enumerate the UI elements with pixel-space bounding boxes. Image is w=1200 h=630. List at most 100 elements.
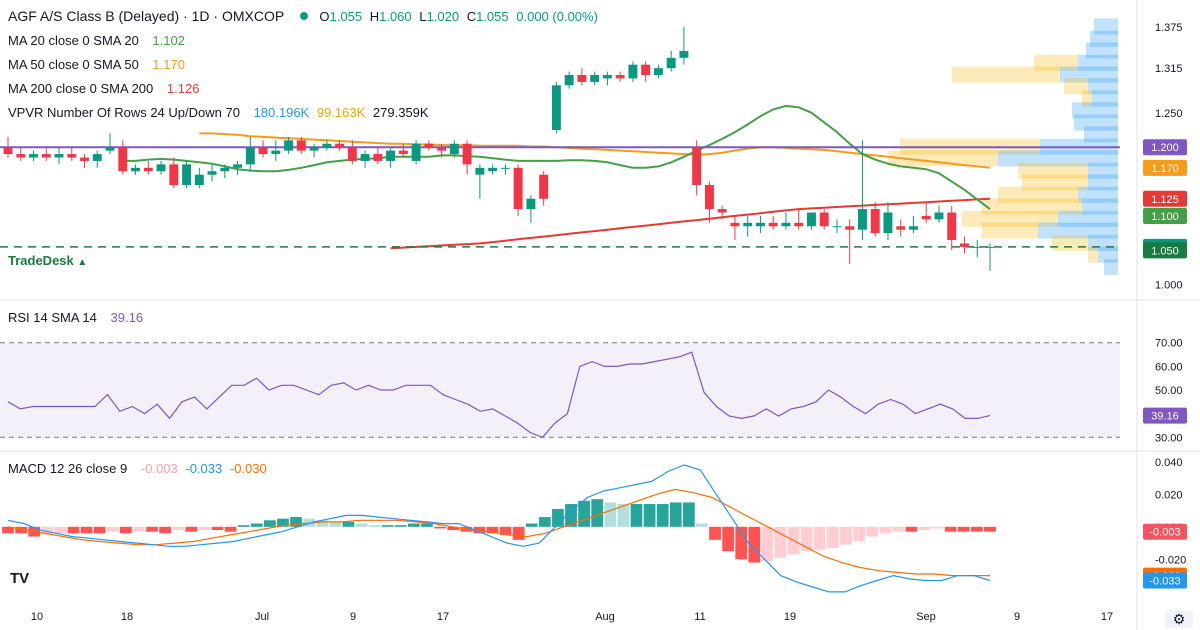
candle-body bbox=[500, 167, 510, 169]
ma20-line bbox=[122, 104, 991, 210]
rsi-value-tag bbox=[1143, 407, 1187, 424]
candle-body bbox=[590, 75, 600, 82]
macd-histogram-bar bbox=[224, 526, 237, 532]
candle-body bbox=[794, 222, 804, 227]
candle-body bbox=[16, 154, 26, 158]
rsi-legend[interactable]: RSI 14 SMA 14 39.16 bbox=[8, 310, 147, 326]
candle-body bbox=[41, 154, 51, 158]
volume-profile-up-bar bbox=[1072, 102, 1118, 119]
settings-gear-icon: ⚙ bbox=[1173, 611, 1186, 627]
macd-histogram-bar bbox=[643, 504, 656, 527]
macd-histogram-bar bbox=[263, 520, 276, 527]
candle-body bbox=[373, 154, 383, 161]
candle-body bbox=[347, 147, 357, 161]
vpvr-legend[interactable]: VPVR Number Of Rows 24 Up/Down 70 180.19… bbox=[8, 105, 433, 121]
volume-profile-up-bar bbox=[1078, 186, 1118, 203]
market-status-dot bbox=[299, 12, 308, 20]
time-axis-tick-label: 10 bbox=[31, 611, 43, 623]
macd-histogram-bar bbox=[408, 523, 420, 527]
volume-profile-up-bar bbox=[1088, 78, 1118, 95]
rsi-axis-tick-label: 30.00 bbox=[1155, 432, 1183, 444]
candle-body bbox=[755, 222, 765, 227]
ma50-legend[interactable]: MA 50 close 0 SMA 50 1.170 bbox=[8, 57, 189, 73]
time-axis-tick-label: 17 bbox=[437, 611, 449, 623]
candle-body bbox=[105, 147, 115, 151]
candle-body bbox=[513, 167, 523, 210]
ma20-legend[interactable]: MA 20 close 0 SMA 20 1.102 bbox=[8, 33, 189, 49]
price-tag-label: 1.100 bbox=[1151, 211, 1179, 223]
macd-histogram-bar bbox=[892, 526, 905, 532]
macd-axis-tick-label: 0.020 bbox=[1155, 489, 1183, 501]
candle-body bbox=[883, 212, 893, 234]
macd-histogram-bar bbox=[434, 526, 446, 529]
macd-line-value: -0.033 bbox=[185, 461, 223, 476]
macd-histogram-bar bbox=[669, 502, 682, 527]
macd-histogram-bar bbox=[722, 526, 735, 552]
macd-histogram-bar bbox=[237, 525, 250, 527]
candle-body bbox=[411, 143, 421, 161]
candle-body bbox=[182, 164, 192, 185]
macd-histogram-bar bbox=[211, 526, 224, 531]
macd-histogram-bar bbox=[918, 526, 931, 531]
macd-histogram-bar bbox=[656, 504, 669, 527]
macd-histogram-bar bbox=[538, 517, 551, 527]
candle-body bbox=[806, 212, 816, 227]
ma200-legend[interactable]: MA 200 close 0 SMA 200 1.126 bbox=[8, 81, 203, 97]
macd-histogram-bar bbox=[381, 525, 394, 527]
tradingview-logo-icon[interactable]: TV bbox=[10, 570, 30, 587]
rsi-axis-tick-label: 50.00 bbox=[1155, 385, 1183, 397]
low-value: 1.020 bbox=[426, 9, 460, 24]
candle-body bbox=[131, 167, 140, 172]
close-label: C bbox=[466, 9, 477, 24]
macd-value-tag bbox=[1143, 572, 1187, 589]
candle-body bbox=[143, 167, 153, 172]
macd-hist-value: -0.003 bbox=[140, 461, 178, 476]
candle-body bbox=[653, 68, 663, 75]
candle-body bbox=[526, 198, 536, 210]
volume-profile-up-bar bbox=[1092, 90, 1118, 107]
ma20-value: 1.102 bbox=[152, 33, 185, 48]
volume-profile-up-bar bbox=[1090, 30, 1118, 47]
macd-histogram-bar bbox=[342, 521, 355, 527]
price-tag bbox=[1143, 190, 1187, 207]
candle-body bbox=[207, 171, 217, 175]
macd-legend[interactable]: MACD 12 26 close 9 -0.003 -0.033 -0.030 bbox=[8, 461, 271, 477]
volume-profile-down-bar bbox=[1064, 78, 1088, 95]
macd-value-tag-label: -0.003 bbox=[1149, 527, 1180, 539]
candle-body bbox=[717, 209, 727, 213]
macd-axis-tick-label: -0.020 bbox=[1155, 554, 1186, 566]
candle-body bbox=[602, 75, 612, 79]
candle-body bbox=[322, 143, 332, 148]
macd-histogram-bar bbox=[552, 508, 564, 527]
macd-histogram-bar bbox=[133, 526, 145, 532]
macd-histogram-bar bbox=[565, 504, 577, 527]
candle-body bbox=[819, 212, 829, 227]
candle-body bbox=[615, 75, 625, 79]
volume-profile-down-bar bbox=[982, 222, 1038, 239]
candle-body bbox=[985, 246, 995, 248]
candle-body bbox=[960, 243, 969, 247]
brand-logo[interactable]: TradeDesk ▲ bbox=[8, 253, 87, 268]
volume-profile-up-bar bbox=[1104, 259, 1118, 275]
macd-histogram-bar bbox=[761, 526, 774, 561]
price-axis-tick-label: 1.250 bbox=[1155, 108, 1183, 120]
macd-histogram-bar bbox=[813, 526, 826, 550]
macd-label: MACD 12 26 close 9 bbox=[8, 461, 128, 476]
candle-body bbox=[577, 75, 587, 82]
time-axis-tick-label: 19 bbox=[784, 611, 796, 623]
macd-histogram-bar bbox=[198, 526, 211, 531]
volume-profile-down-bar bbox=[962, 210, 1058, 227]
macd-histogram-bar bbox=[944, 526, 957, 532]
macd-histogram-bar bbox=[15, 526, 27, 534]
candle-body bbox=[3, 147, 13, 155]
symbol-title[interactable]: AGF A/S Class B (Delayed) · 1D · OMXCOP bbox=[8, 8, 285, 24]
candle-body bbox=[80, 157, 89, 161]
candle-body bbox=[704, 185, 714, 210]
volume-profile-up-bar bbox=[1084, 126, 1118, 143]
time-axis-tick-label: Jul bbox=[255, 611, 269, 623]
candle-body bbox=[947, 212, 957, 240]
candle-body bbox=[220, 167, 230, 172]
macd-histogram-bar bbox=[355, 523, 368, 527]
header-legend: AGF A/S Class B (Delayed) · 1D · OMXCOP … bbox=[8, 8, 602, 25]
